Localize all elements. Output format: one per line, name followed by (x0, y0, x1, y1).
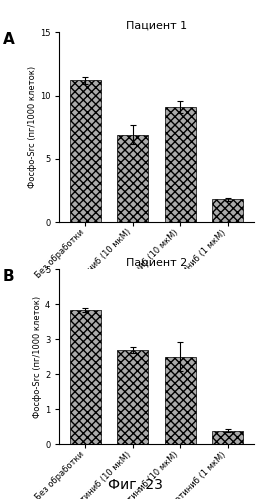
Bar (117, 350, 148, 444)
Y-axis label: Фосфо-Src (пг/1000 клеток): Фосфо-Src (пг/1000 клеток) (33, 296, 42, 418)
Title: Пациент 2: Пациент 2 (126, 257, 187, 267)
Bar (117, 135, 148, 222)
Bar (212, 431, 243, 444)
Bar (70, 80, 101, 222)
Text: Фиг. 23: Фиг. 23 (107, 478, 163, 492)
Text: B: B (3, 269, 14, 284)
Text: A: A (3, 32, 15, 47)
Y-axis label: Фосфо-Src (пг/1000 клеток): Фосфо-Src (пг/1000 клеток) (28, 66, 37, 188)
Bar (70, 309, 101, 444)
Title: Пациент 1: Пациент 1 (126, 20, 187, 30)
Bar (165, 107, 196, 222)
Bar (212, 199, 243, 222)
Bar (165, 357, 196, 444)
